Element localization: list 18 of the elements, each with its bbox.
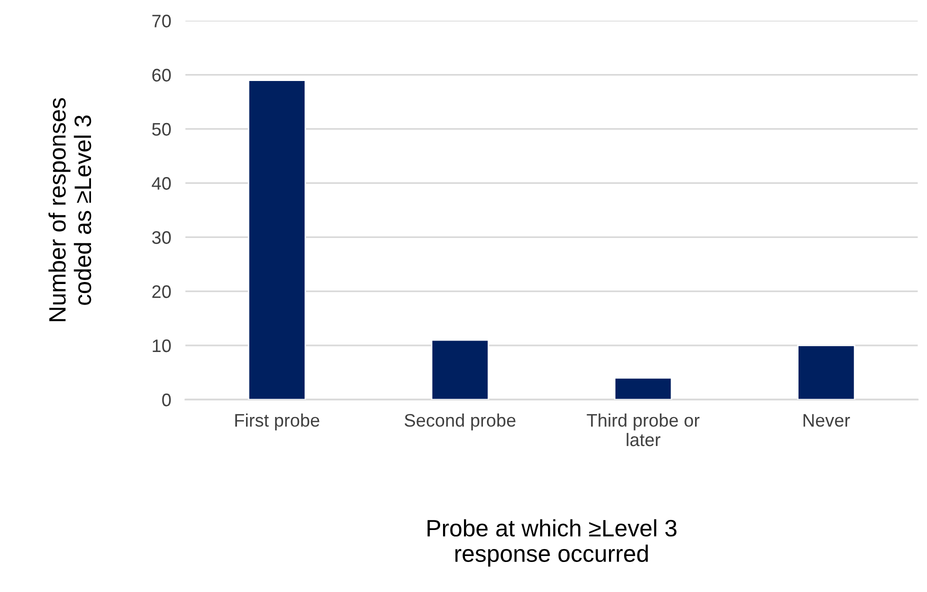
y-tick-label: 0 <box>162 394 171 406</box>
y-tick-label: 30 <box>152 231 171 244</box>
x-tick-label: Third probe or later <box>586 413 700 446</box>
x-axis-title: Probe at which ≥Level 3 response occurred <box>428 519 676 567</box>
bar <box>430 339 490 400</box>
y-tick-label: 40 <box>152 177 171 190</box>
bar <box>248 80 306 400</box>
y-tick-label: 50 <box>152 122 171 136</box>
y-tick-label: 70 <box>152 14 171 28</box>
bar <box>614 377 672 400</box>
y-tick-label: 20 <box>152 285 171 298</box>
bar <box>797 344 856 400</box>
x-tick-label: Second probe <box>404 413 516 430</box>
x-tick-label: First probe <box>235 413 320 430</box>
y-tick-label: 60 <box>152 68 171 82</box>
y-axis-title: Number of responses coded as ≥Level 3 <box>48 98 92 322</box>
x-tick-label: Never <box>804 414 850 427</box>
y-tick-label: 10 <box>152 339 171 352</box>
